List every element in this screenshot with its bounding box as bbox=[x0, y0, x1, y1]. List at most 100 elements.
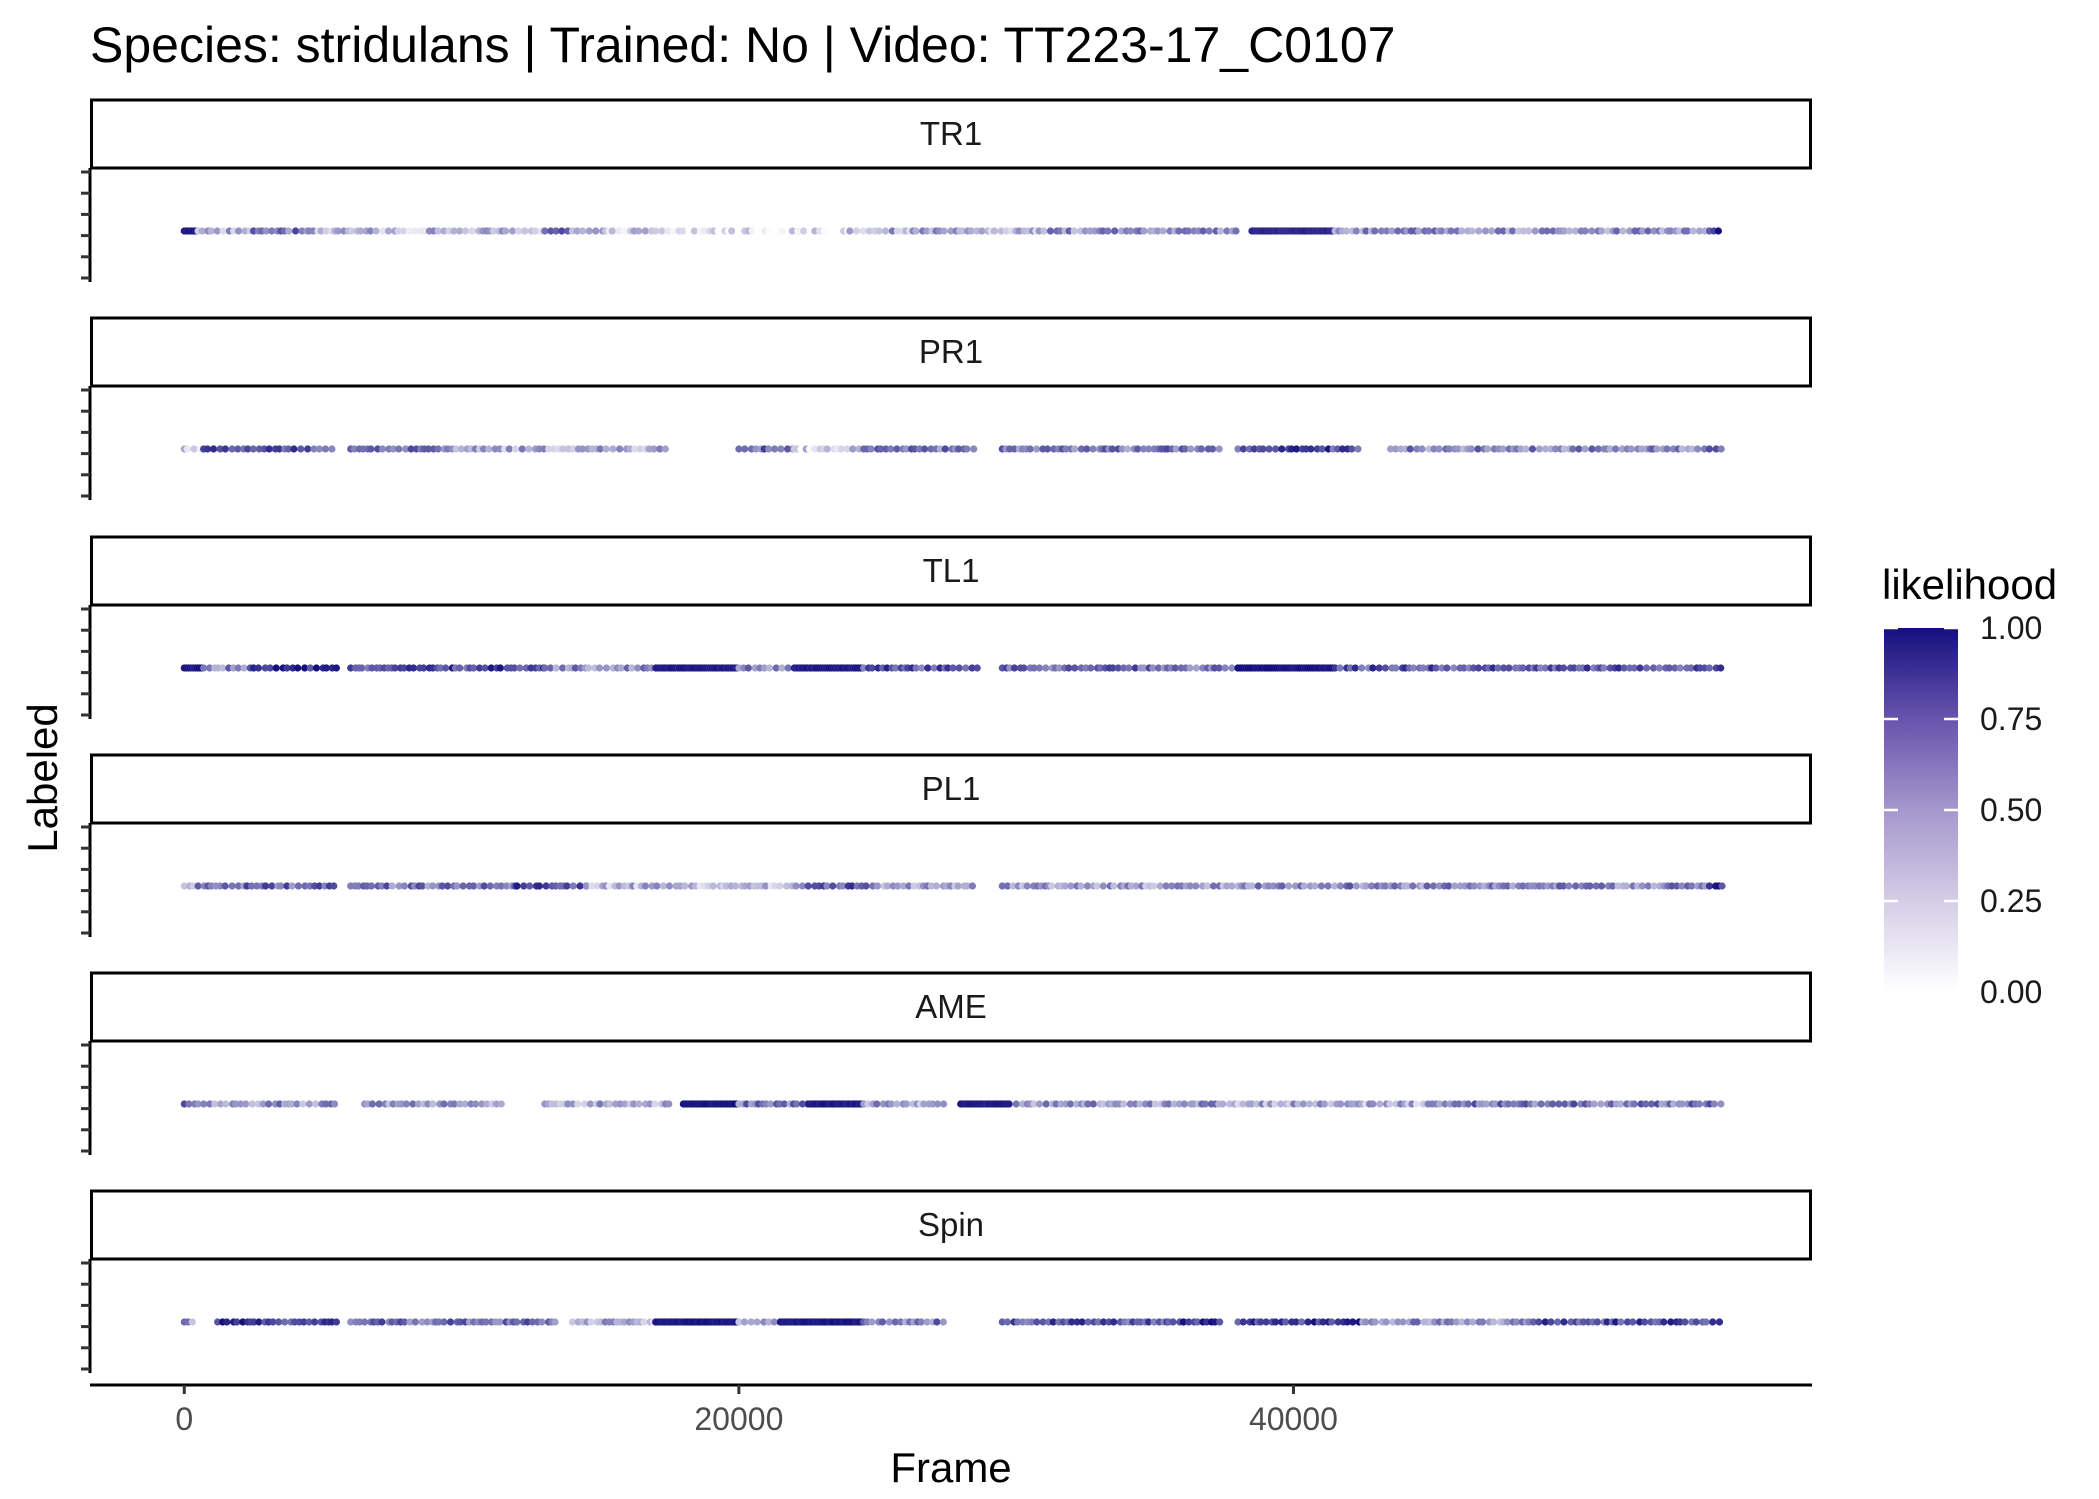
legend-title: likelihood bbox=[1882, 561, 2057, 608]
data-point bbox=[1603, 1318, 1611, 1326]
data-point bbox=[331, 1100, 339, 1108]
data-point bbox=[685, 227, 693, 235]
legend-break-label: 0.00 bbox=[1980, 974, 2042, 1010]
data-point bbox=[1108, 445, 1116, 453]
data-point bbox=[829, 882, 837, 890]
data-point bbox=[1012, 1100, 1020, 1108]
data-point bbox=[418, 1318, 426, 1326]
data-point bbox=[867, 445, 875, 453]
data-point bbox=[1464, 1100, 1472, 1108]
data-point bbox=[1342, 227, 1351, 235]
data-point bbox=[891, 1318, 899, 1326]
data-point bbox=[1712, 445, 1720, 453]
data-point bbox=[631, 445, 639, 453]
data-point bbox=[1126, 1100, 1134, 1108]
data-point bbox=[823, 882, 831, 890]
data-point bbox=[1172, 445, 1180, 453]
data-point bbox=[483, 1100, 491, 1108]
data-point bbox=[641, 882, 650, 890]
data-point bbox=[1193, 1318, 1202, 1326]
data-point bbox=[1488, 227, 1496, 235]
data-point bbox=[213, 227, 221, 235]
data-point bbox=[1705, 445, 1713, 453]
data-point bbox=[294, 664, 302, 672]
data-point bbox=[1438, 664, 1446, 672]
data-point bbox=[402, 445, 410, 453]
data-point bbox=[513, 882, 521, 890]
data-point bbox=[1030, 1100, 1038, 1108]
data-point bbox=[1647, 1100, 1656, 1108]
data-point bbox=[1537, 1100, 1545, 1108]
data-point bbox=[1307, 445, 1315, 453]
data-point bbox=[949, 664, 957, 672]
data-point bbox=[571, 664, 580, 672]
data-point bbox=[659, 882, 667, 890]
data-point bbox=[1002, 227, 1011, 235]
facet-tl1: TL1 bbox=[81, 535, 1812, 719]
data-point bbox=[1055, 664, 1063, 672]
data-point bbox=[939, 1318, 947, 1326]
data-point bbox=[1216, 227, 1224, 235]
data-point bbox=[1695, 1100, 1703, 1108]
data-point bbox=[902, 445, 911, 453]
data-point bbox=[797, 445, 805, 453]
data-point bbox=[927, 445, 935, 453]
data-point bbox=[1418, 445, 1426, 453]
data-point bbox=[1643, 664, 1651, 672]
data-point bbox=[1136, 1100, 1144, 1108]
x-tick-label: 20000 bbox=[694, 1401, 783, 1437]
data-point bbox=[771, 227, 780, 235]
data-point bbox=[265, 445, 273, 453]
data-point bbox=[1626, 227, 1634, 235]
data-point bbox=[798, 882, 807, 890]
data-point bbox=[1425, 445, 1433, 453]
data-point bbox=[1623, 1318, 1632, 1326]
data-point bbox=[260, 445, 268, 453]
data-point bbox=[206, 664, 214, 672]
data-point bbox=[1285, 882, 1293, 890]
data-point bbox=[468, 227, 476, 235]
data-point bbox=[1399, 1318, 1407, 1326]
data-point bbox=[1023, 882, 1031, 890]
data-point bbox=[444, 882, 452, 890]
data-point bbox=[423, 1318, 431, 1326]
data-point bbox=[321, 445, 330, 453]
data-point bbox=[1159, 227, 1167, 235]
points-pr1 bbox=[180, 445, 1725, 453]
data-point bbox=[194, 882, 202, 890]
data-point bbox=[1386, 1100, 1394, 1108]
data-point bbox=[1010, 445, 1019, 453]
data-point bbox=[211, 1100, 219, 1108]
data-point bbox=[1441, 1100, 1449, 1108]
data-point bbox=[1630, 1100, 1638, 1108]
data-point bbox=[1509, 882, 1517, 890]
data-point bbox=[1330, 882, 1339, 890]
data-point bbox=[528, 1318, 537, 1326]
data-point bbox=[446, 1318, 455, 1326]
data-point bbox=[1040, 227, 1048, 235]
data-point bbox=[1338, 445, 1347, 453]
data-point bbox=[198, 227, 206, 235]
data-point bbox=[1120, 1100, 1128, 1108]
data-point bbox=[1327, 1100, 1335, 1108]
data-point bbox=[852, 227, 861, 235]
data-point bbox=[470, 882, 478, 890]
data-point bbox=[293, 1100, 301, 1108]
data-point bbox=[609, 445, 617, 453]
facet-strip bbox=[90, 753, 1812, 825]
data-point bbox=[217, 1100, 225, 1108]
data-point bbox=[1688, 882, 1696, 890]
data-point bbox=[1560, 1318, 1568, 1326]
data-point bbox=[1639, 227, 1647, 235]
data-point bbox=[1590, 1100, 1598, 1108]
data-point bbox=[552, 664, 560, 672]
data-point bbox=[538, 1318, 546, 1326]
data-point bbox=[379, 227, 387, 235]
data-point bbox=[1435, 882, 1443, 890]
data-point bbox=[963, 882, 971, 890]
data-point bbox=[735, 1318, 743, 1326]
data-point bbox=[1232, 227, 1240, 235]
data-point bbox=[496, 1318, 504, 1326]
data-point bbox=[1559, 882, 1568, 890]
data-point bbox=[457, 445, 465, 453]
